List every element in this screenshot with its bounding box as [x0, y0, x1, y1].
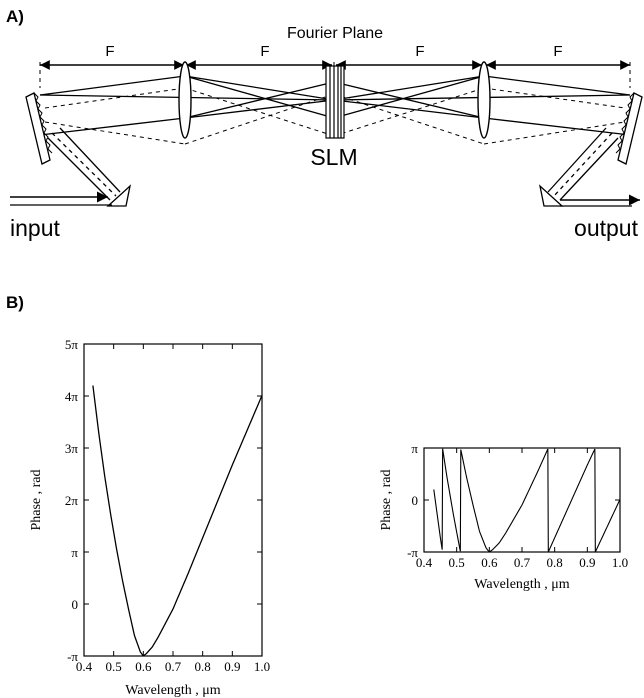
- grating-left: [25, 92, 53, 165]
- c1-x-tick-label: 0.7: [165, 659, 182, 674]
- slm-element: [325, 65, 345, 139]
- c2-x-tick-label: 0.7: [514, 555, 531, 570]
- c2-x-tick-label: 0.6: [481, 555, 498, 570]
- slm-label: SLM: [310, 144, 357, 170]
- c2-y-tick-label: π: [411, 441, 418, 456]
- c2-x-tick-label: 0.4: [416, 555, 433, 570]
- focal-label-4: F: [553, 43, 562, 60]
- output-label: output: [574, 215, 639, 241]
- panel-b: B) 0.4 0.5 0.6 0.7 0.8 0.9 1.0 -π 0 π 2π 3π 4π 5π Wa…: [6, 293, 628, 698]
- panel-b-label: B): [6, 293, 24, 312]
- chart2-x-axis-title: Wavelength , μm: [474, 577, 570, 592]
- focal-label-3: F: [415, 43, 424, 60]
- chart1-y-ticks: -π 0 π 2π 3π 4π 5π: [65, 337, 262, 664]
- dashed-beams: [44, 87, 626, 145]
- chart1-x-ticks: 0.4 0.5 0.6 0.7 0.8 0.9 1.0: [76, 344, 270, 674]
- c1-y-tick-label: 3π: [65, 441, 79, 456]
- c2-x-tick-label: 0.8: [547, 555, 563, 570]
- c1-y-tick-label: -π: [67, 649, 78, 664]
- chart1-x-axis-title: Wavelength , μm: [125, 683, 221, 698]
- input-optics: [10, 127, 132, 207]
- c1-y-tick-label: 4π: [65, 389, 79, 404]
- c2-x-tick-label: 1.0: [612, 555, 628, 570]
- chart2-wrapped-phase-curve: [433, 448, 621, 553]
- c1-x-tick-label: 0.8: [195, 659, 211, 674]
- chart2-x-ticks: 0.4 0.5 0.6 0.7 0.8 0.9 1.0: [416, 448, 628, 570]
- chart-unwrapped-phase: 0.4 0.5 0.6 0.7 0.8 0.9 1.0 -π 0 π 2π 3π 4π 5π Wavel…: [29, 337, 270, 698]
- output-optics: [538, 127, 640, 207]
- focal-label-1: F: [105, 43, 114, 60]
- chart2-frame: [423, 447, 621, 553]
- chart-wrapped-phase: 0.4 0.5 0.6 0.7 0.8 0.9 1.0 -π 0 π Wavelength , …: [379, 441, 628, 592]
- input-label: input: [10, 215, 60, 241]
- panel-a-label: A): [6, 7, 24, 26]
- c1-y-tick-label: 0: [72, 597, 79, 612]
- chart1-phase-curve: [92, 385, 263, 657]
- chart2-y-ticks: -π 0 π: [407, 441, 620, 560]
- fourier-plane-label: Fourier Plane: [287, 25, 383, 42]
- c2-x-tick-label: 0.5: [449, 555, 465, 570]
- lens-left: [178, 61, 192, 139]
- c1-y-tick-label: 2π: [65, 493, 79, 508]
- panel-a: A) Fourier Plane F F F F: [6, 7, 643, 241]
- c1-x-tick-label: 1.0: [254, 659, 270, 674]
- c1-x-tick-label: 0.9: [224, 659, 240, 674]
- c1-x-tick-label: 0.4: [76, 659, 93, 674]
- c2-y-tick-label: -π: [407, 545, 418, 560]
- chart2-y-axis-title: Phase , rad: [379, 469, 394, 530]
- chart1-y-axis-title: Phase , rad: [29, 469, 44, 530]
- c2-x-tick-label: 0.9: [579, 555, 595, 570]
- c1-x-tick-label: 0.6: [135, 659, 152, 674]
- c1-y-tick-label: 5π: [65, 337, 79, 352]
- focal-label-2: F: [260, 43, 269, 60]
- c2-y-tick-label: 0: [412, 493, 419, 508]
- lens-right: [477, 61, 491, 139]
- c1-y-tick-label: π: [71, 545, 78, 560]
- grating-right: [615, 92, 643, 165]
- c1-x-tick-label: 0.5: [106, 659, 122, 674]
